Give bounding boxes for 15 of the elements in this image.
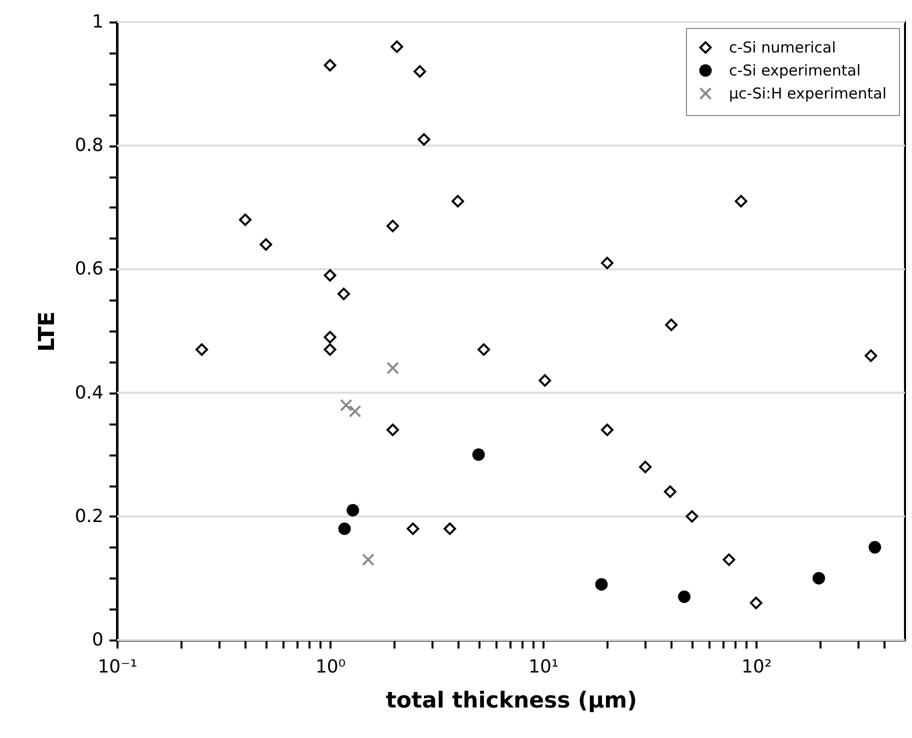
x-tick-label: 10⁰ bbox=[315, 656, 346, 678]
y-tick-label: 0.8 bbox=[74, 135, 104, 156]
x-tick-label: 10⁻¹ bbox=[98, 656, 138, 678]
legend-label: c-Si experimental bbox=[729, 62, 861, 80]
x-tick-label: 10² bbox=[742, 656, 772, 678]
y-tick-label: 0.4 bbox=[74, 382, 104, 404]
y-tick-label: 0.6 bbox=[74, 258, 104, 280]
legend-label: c-Si numerical bbox=[729, 38, 836, 56]
y-axis-title: LTE bbox=[34, 311, 60, 352]
x-axis-title: total thickness (µm) bbox=[386, 688, 638, 714]
y-tick-label: 0 bbox=[92, 630, 104, 650]
x-tick-label: 10¹ bbox=[528, 656, 559, 678]
y-tick-label: 0.2 bbox=[74, 506, 104, 527]
y-tick-label: 1 bbox=[92, 12, 104, 32]
legend-label: μc-Si:H experimental bbox=[729, 84, 887, 102]
